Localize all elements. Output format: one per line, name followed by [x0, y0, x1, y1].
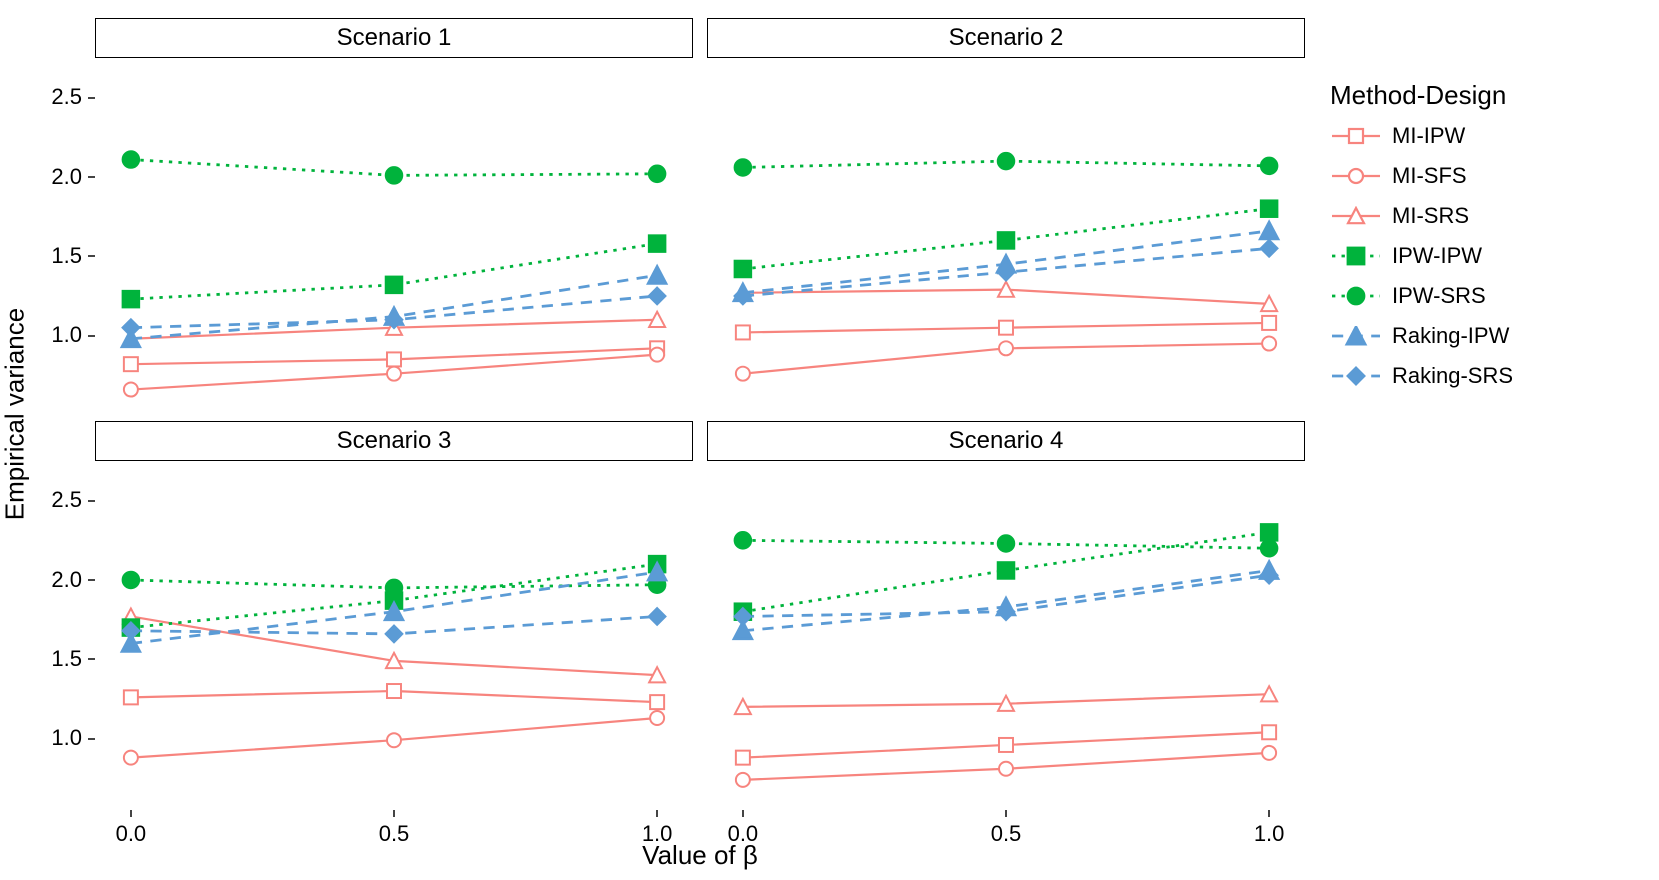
y-tick-label: 1.5 — [51, 243, 82, 269]
panel-scenario-3: Scenario 3 — [95, 421, 693, 810]
y-tick — [88, 335, 95, 337]
x-tick-label: 0.0 — [713, 821, 773, 847]
y-tick — [88, 255, 95, 257]
y-tick-label: 1.5 — [51, 646, 82, 672]
x-tick — [130, 810, 132, 817]
legend-label: MI-SFS — [1392, 163, 1467, 189]
legend-swatch — [1330, 166, 1382, 186]
y-tick-label: 2.0 — [51, 567, 82, 593]
plot-area — [707, 58, 1305, 407]
panel-scenario-4: Scenario 4 — [707, 421, 1305, 810]
legend-item-raking-srs: Raking-SRS — [1330, 363, 1513, 389]
y-tick-label: 2.0 — [51, 164, 82, 190]
x-axis-title: Value of β — [95, 840, 1305, 871]
panel-title: Scenario 2 — [707, 18, 1305, 58]
y-tick — [88, 658, 95, 660]
legend-label: MI-IPW — [1392, 123, 1465, 149]
legend-swatch — [1330, 246, 1382, 266]
legend-item-mi-sfs: MI-SFS — [1330, 163, 1513, 189]
legend-swatch — [1330, 206, 1382, 226]
y-tick-label: 1.0 — [51, 322, 82, 348]
legend-item-ipw-ipw: IPW-IPW — [1330, 243, 1513, 269]
x-tick-label: 0.5 — [976, 821, 1036, 847]
legend-item-mi-srs: MI-SRS — [1330, 203, 1513, 229]
y-tick — [88, 738, 95, 740]
y-tick — [88, 97, 95, 99]
y-tick — [88, 579, 95, 581]
y-tick — [88, 500, 95, 502]
legend-label: MI-SRS — [1392, 203, 1469, 229]
y-axis-title: Empirical variance — [0, 308, 31, 520]
x-tick — [742, 810, 744, 817]
y-tick-label: 2.5 — [51, 84, 82, 110]
legend-swatch — [1330, 286, 1382, 306]
plot-area — [707, 461, 1305, 810]
legend-label: Raking-IPW — [1392, 323, 1509, 349]
y-tick-label: 2.5 — [51, 487, 82, 513]
x-tick — [393, 810, 395, 817]
plot-area — [95, 461, 693, 810]
legend-swatch — [1330, 126, 1382, 146]
legend: Method-Design MI-IPW MI-SFS MI-SRS IPW-I… — [1330, 80, 1513, 389]
x-tick-label: 0.5 — [364, 821, 424, 847]
panel-title: Scenario 1 — [95, 18, 693, 58]
x-tick-label: 0.0 — [101, 821, 161, 847]
legend-item-ipw-srs: IPW-SRS — [1330, 283, 1513, 309]
panel-title: Scenario 4 — [707, 421, 1305, 461]
x-tick-label: 1.0 — [1239, 821, 1299, 847]
panel-title: Scenario 3 — [95, 421, 693, 461]
y-tick-label: 1.0 — [51, 725, 82, 751]
y-tick — [88, 176, 95, 178]
legend-label: Raking-SRS — [1392, 363, 1513, 389]
panel-scenario-1: Scenario 1 — [95, 18, 693, 407]
legend-label: IPW-IPW — [1392, 243, 1482, 269]
legend-item-mi-ipw: MI-IPW — [1330, 123, 1513, 149]
legend-label: IPW-SRS — [1392, 283, 1486, 309]
legend-swatch — [1330, 326, 1382, 346]
x-tick — [656, 810, 658, 817]
plot-area — [95, 58, 693, 407]
x-tick-label: 1.0 — [627, 821, 687, 847]
legend-swatch — [1330, 366, 1382, 386]
panel-scenario-2: Scenario 2 — [707, 18, 1305, 407]
legend-item-raking-ipw: Raking-IPW — [1330, 323, 1513, 349]
x-tick — [1005, 810, 1007, 817]
legend-title: Method-Design — [1330, 80, 1513, 111]
x-tick — [1268, 810, 1270, 817]
